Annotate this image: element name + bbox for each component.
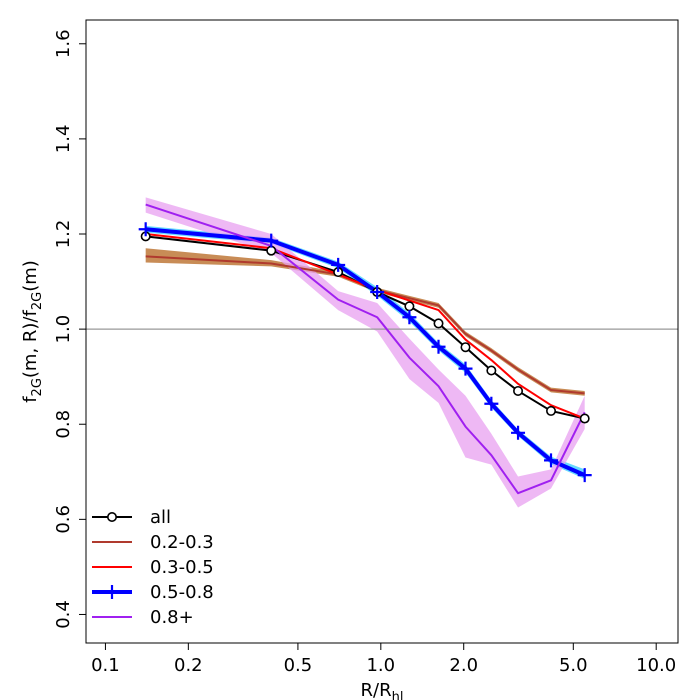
- point-0-5-0-8-0: [138, 222, 153, 237]
- point-0-5-0-8-10: [577, 468, 592, 483]
- legend-label-all: all: [150, 507, 171, 528]
- y-axis-label-part-1: 2G: [30, 378, 45, 396]
- y-tick-label-1-4: 1.4: [53, 125, 74, 154]
- legend: all 0.2-0.3 0.3-0.5 0.5-0.8 0.8+: [92, 507, 214, 628]
- legend-item-0-3-0-5: 0.3-0.5: [92, 557, 214, 578]
- legend-marker-0-5-0-8: [105, 585, 119, 599]
- legend-marker-all: [107, 511, 118, 522]
- point-all-8: [513, 385, 524, 396]
- series-lines: [145, 203, 586, 495]
- legend-item-0-2-0-3: 0.2-0.3: [92, 532, 214, 553]
- point-all-5: [433, 318, 444, 329]
- point-0-5-0-8-8: [511, 425, 526, 440]
- x-tick-label-5-0: 5.0: [559, 655, 588, 676]
- x-axis-label: R/Rhl: [361, 680, 404, 700]
- point-all-1: [266, 245, 277, 256]
- y-axis-label-part-4: (m): [20, 260, 41, 292]
- x-axis-label-main: R/R: [361, 680, 392, 700]
- y-axis: 0.4 0.6 0.8 1.0 1.2 1.4 1.6: [53, 29, 86, 629]
- y-tick-label-1-2: 1.2: [53, 220, 74, 249]
- x-tick-label-0-1: 0.1: [91, 655, 120, 676]
- point-0-5-0-8-9: [544, 453, 559, 468]
- point-all-10: [579, 413, 590, 424]
- legend-item-all: all: [92, 507, 171, 528]
- point-0-5-0-8-5: [431, 339, 446, 354]
- legend-item-0-5-0-8: 0.5-0.8: [92, 582, 214, 603]
- x-tick-label-0-5: 0.5: [284, 655, 313, 676]
- point-all-9: [546, 405, 557, 416]
- y-axis-label-part-3: 2G: [30, 292, 45, 310]
- point-all-6: [460, 342, 471, 353]
- x-axis: 0.1 0.2 0.5 1.0 2.0 5.0 10.0: [91, 643, 676, 676]
- y-axis-label-part-2: (m, R)/f: [20, 310, 41, 379]
- y-tick-label-0-8: 0.8: [53, 410, 74, 439]
- y-tick-label-0-6: 0.6: [53, 505, 74, 534]
- legend-item-0-8: 0.8+: [92, 607, 194, 628]
- point-all-4: [404, 301, 415, 312]
- band-0-2-0-3: [145, 248, 585, 396]
- point-all-7: [486, 365, 497, 376]
- series-line-0-8: [145, 203, 586, 495]
- y-tick-label-0-4: 0.4: [53, 600, 74, 629]
- point-0-5-0-8-4: [402, 310, 417, 325]
- y-tick-label-1-6: 1.6: [53, 29, 74, 58]
- x-axis-label-subscript: hl: [392, 690, 404, 700]
- y-axis-label-part-0: f: [20, 396, 41, 403]
- point-0-5-0-8-6: [458, 361, 473, 376]
- y-tick-label-1-0: 1.0: [53, 315, 74, 344]
- legend-label-0-5-0-8: 0.5-0.8: [150, 582, 214, 603]
- x-tick-label-10-0: 10.0: [636, 655, 676, 676]
- series-markers: [138, 222, 592, 483]
- series-line-0-2-0-3: [145, 255, 585, 395]
- series-line-0-3-0-5: [145, 233, 586, 420]
- y-axis-label: f2G(m, R)/f2G(m): [20, 260, 45, 403]
- point-0-5-0-8-7: [484, 396, 499, 411]
- x-tick-label-2-0: 2.0: [449, 655, 478, 676]
- legend-label-0-2-0-3: 0.2-0.3: [150, 532, 214, 553]
- x-tick-label-0-2: 0.2: [174, 655, 203, 676]
- point-0-5-0-8-1: [264, 233, 279, 248]
- legend-label-0-8: 0.8+: [150, 607, 194, 628]
- point-0-5-0-8-2: [331, 257, 346, 272]
- band-0-8: [145, 197, 585, 508]
- point-0-5-0-8-3: [370, 285, 385, 300]
- x-tick-label-1-0: 1.0: [366, 655, 395, 676]
- legend-label-0-3-0-5: 0.3-0.5: [150, 557, 214, 578]
- plot-frame: [85, 19, 679, 644]
